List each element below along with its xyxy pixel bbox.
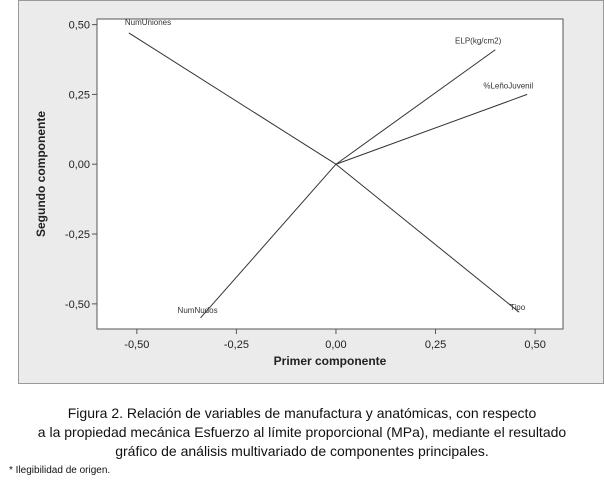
x-axis: -0,50 -0,25 0,00 0,25 0,50 [124, 329, 546, 351]
loading-vectors [128, 32, 528, 319]
variable-label: Tipo [510, 303, 526, 312]
y-tick-label: 0,25 [69, 89, 90, 101]
x-tick-label: 0,50 [524, 339, 545, 351]
loading-vector [128, 32, 337, 165]
y-tick-label: -0,25 [65, 229, 90, 241]
x-tick-label: -0,25 [224, 339, 249, 351]
caption-line-2: a la propiedad mecánica Esfuerzo al lími… [37, 424, 567, 440]
loading-vector [200, 163, 337, 319]
variable-label: NumUniones [125, 18, 171, 27]
variable-label: %LeñoJuvenil [483, 81, 533, 90]
variable-label: NumNudos [178, 306, 218, 315]
y-tick-label: 0,50 [69, 20, 90, 32]
y-tick-label: 0,00 [69, 159, 90, 171]
biplot-chart: -0,50 -0,25 0,00 0,25 0,50 -0,50 -0,25 0,00 0,2… [34, 18, 564, 368]
variable-labels: NumUniones ELP(kg/cm2) %LeñoJuvenil NumNudo… [125, 18, 534, 315]
x-tick-label: -0,50 [124, 339, 149, 351]
x-axis-title: Primer componente [274, 354, 387, 368]
caption-line-1: Figura 2. Relación de variables de manuf… [67, 405, 537, 421]
loading-vector [335, 163, 520, 313]
caption-line-3: gráfico de análisis multivariado de comp… [115, 443, 489, 459]
figure-panel: -0,50 -0,25 0,00 0,25 0,50 -0,50 -0,25 0,00 0,2… [18, 0, 604, 384]
loading-vector [335, 93, 528, 165]
figure-caption: Figura 2. Relación de variables de manuf… [0, 404, 604, 461]
loading-vector [335, 49, 496, 165]
x-tick-label: 0,00 [325, 339, 346, 351]
y-tick-label: -0,50 [65, 299, 90, 311]
footnote: * Ilegibilidad de origen. [9, 465, 111, 476]
variable-label: ELP(kg/cm2) [455, 37, 502, 46]
plot-area [96, 18, 564, 330]
x-tick-label: 0,25 [425, 339, 446, 351]
y-axis-title: Segundo componente [34, 111, 48, 237]
y-axis: -0,50 -0,25 0,00 0,25 0,50 [65, 20, 97, 311]
